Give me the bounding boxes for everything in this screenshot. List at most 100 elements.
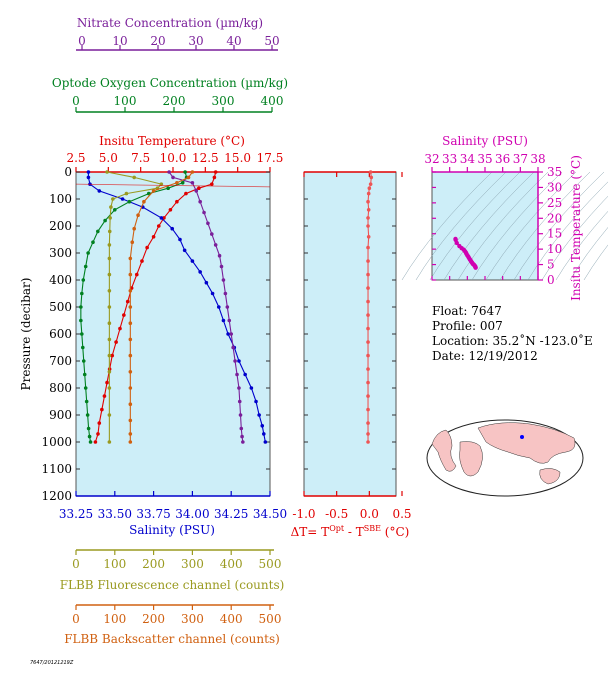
series-point-0 [102,394,107,398]
delta-point [367,186,372,190]
ts-temperature-tick-label: 20 [547,211,562,225]
ts-temperature-axis-title: Insitu Temperature (°C) [569,155,583,301]
series-point-4 [111,197,115,201]
series-point-0 [168,208,173,212]
pressure-tick-label: 1200 [41,489,72,503]
ts-temperature-tick-label: 35 [547,165,562,179]
delta-tick-label: 0.5 [392,507,411,521]
series-point-3 [171,175,175,180]
series-point-2 [79,305,83,309]
series-point-3 [194,189,199,193]
series-point-5 [186,175,191,180]
series-point-2 [86,426,91,431]
series-point-0 [110,353,115,358]
series-point-4 [107,243,112,247]
salinity-tick-label: 33.75 [136,507,170,521]
series-point-3 [202,210,206,215]
series-point-0 [96,432,100,436]
float-number: Float: 7647 [432,304,502,318]
series-point-1 [159,216,164,220]
backscatter-tick-label: 400 [220,612,243,626]
nitrate-tick-label: 30 [188,34,203,48]
delta-point [369,175,374,180]
temperature-axis-title: Insitu Temperature (°C) [99,134,245,148]
ts-density-contour [485,171,577,281]
series-point-1 [226,332,230,336]
ts-density-contour [443,171,535,281]
series-point-4 [107,440,112,444]
map-land-australia [539,468,561,485]
delta-point [366,259,370,263]
series-point-2 [166,186,170,190]
delta-point [366,299,370,304]
delta-tick-label: -1.0 [292,507,315,521]
pressure-tick-label: 300 [49,246,72,260]
map-land-eurasia [477,422,576,464]
series-point-1 [216,305,221,309]
profile-number: Profile: 007 [432,319,503,333]
oxygen-tick-label: 300 [212,94,235,108]
ts-density-contour [429,171,521,281]
fluorescence-tick-label: 400 [220,557,243,571]
series-point-5 [128,432,133,436]
delta-point [366,313,370,317]
backscatter-tick-label: 300 [181,612,204,626]
series-point-3 [225,305,230,309]
nitrate-axis-title: Nitrate Concentration (µm/kg) [77,16,263,30]
ts-salinity-tick-label: 38 [530,152,545,166]
series-point-3 [167,170,171,174]
series-point-5 [128,386,133,390]
backscatter-axis-title: FLBB Backscatter channel (counts) [64,632,280,646]
series-point-1 [263,440,268,444]
series-point-5 [128,256,133,261]
series-point-5 [128,337,133,342]
delta-point [366,216,370,220]
delta-point [366,394,370,398]
ts-salinity-tick-label: 32 [424,152,439,166]
oxygen-tick-label: 200 [163,94,186,108]
ts-salinity-tick-label: 37 [513,152,528,166]
temperature-tick-label: 17.5 [257,151,284,165]
ts-salinity-axis-title: Salinity (PSU) [442,134,528,148]
series-point-0 [93,440,98,444]
series-point-2 [83,386,88,390]
delta-point [366,245,370,250]
oxygen-axis: Optode Oxygen Concentration (µm/kg) 0 100… [52,76,288,113]
series-point-3 [210,232,214,236]
delta-point [366,353,370,358]
series-point-0 [156,224,161,228]
ts-salinity-tick-label: 34 [460,152,476,166]
pressure-tick-label: 900 [49,408,72,422]
nitrate-tick-label: 10 [112,34,127,48]
series-point-3 [238,413,243,417]
series-point-2 [127,199,132,204]
pressure-tick-label: 100 [49,192,72,206]
series-point-0 [122,313,126,317]
series-point-5 [128,321,133,326]
pressure-tick-label: 400 [49,273,72,287]
delta-point [366,367,370,371]
float-location-marker [520,435,524,439]
series-point-5 [128,353,133,358]
delta-point [366,326,370,331]
series-point-2 [183,170,187,174]
series-point-1 [254,399,258,404]
backscatter-tick-label: 0 [72,612,80,626]
series-point-4 [107,289,112,293]
series-point-4 [107,370,112,374]
series-point-1 [182,248,187,253]
series-point-5 [128,305,133,309]
series-point-0 [105,380,109,385]
pressure-tick-label: 0 [64,165,72,179]
delta-point [366,286,370,290]
ts-density-contour [457,171,549,281]
delta-point [368,182,373,186]
series-point-2 [87,434,92,439]
backscatter-tick-label: 500 [259,612,282,626]
series-point-3 [190,181,195,185]
pressure-tick-label: 700 [49,354,72,368]
series-point-1 [221,318,226,323]
series-point-2 [96,229,100,234]
series-point-3 [239,426,244,431]
series-point-5 [128,272,133,277]
